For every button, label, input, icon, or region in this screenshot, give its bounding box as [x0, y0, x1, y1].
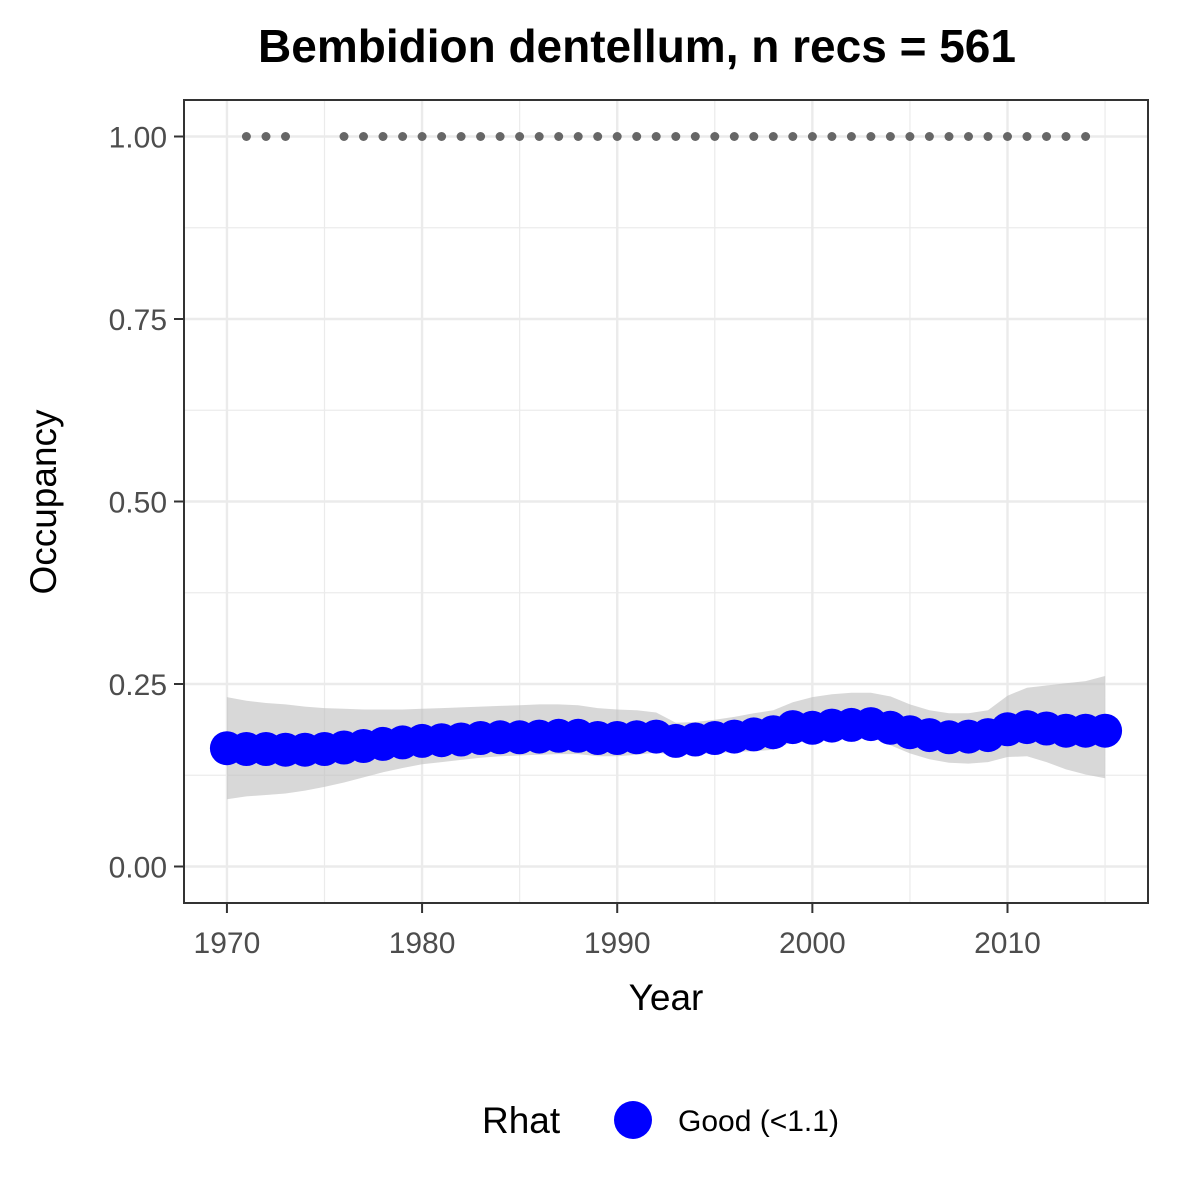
record-dot	[339, 132, 349, 141]
record-dot	[964, 132, 973, 141]
legend: Rhat Good (<1.1)	[482, 1100, 839, 1141]
record-dot	[261, 132, 271, 141]
record-dot	[476, 132, 486, 141]
record-dot	[281, 132, 290, 141]
record-dot	[632, 132, 642, 141]
y-axis-title: Occupancy	[23, 409, 64, 595]
axis-ticks: 1970 1980 1990 2000 2010 0.00 0.25 0.50 0.75 1.00	[109, 122, 1041, 961]
chart-title: Bembidion dentellum, n recs = 561	[258, 20, 1016, 72]
record-dot	[554, 132, 564, 141]
record-dot	[437, 132, 447, 141]
record-dot	[905, 132, 915, 141]
record-dot	[378, 132, 388, 141]
record-dot	[359, 132, 368, 141]
y-tick-label: 0.00	[109, 852, 167, 885]
record-dot	[398, 132, 408, 141]
record-dot	[1042, 132, 1051, 141]
x-tick-label: 2000	[779, 927, 846, 960]
record-dot	[846, 132, 856, 141]
y-tick-label: 0.75	[109, 304, 167, 337]
x-axis-title: Year	[629, 977, 704, 1018]
record-dot	[534, 132, 544, 141]
record-dot	[573, 132, 583, 141]
record-dot	[690, 132, 700, 141]
record-dot	[983, 132, 993, 141]
record-dot	[671, 132, 681, 141]
x-tick-label: 2010	[974, 927, 1041, 960]
x-tick-label: 1980	[389, 927, 456, 960]
record-dot	[241, 132, 251, 141]
record-dot	[788, 132, 798, 141]
legend-title: Rhat	[482, 1100, 561, 1141]
record-dot	[749, 132, 759, 141]
occupancy-points-layer	[209, 707, 1123, 767]
record-dot	[1022, 132, 1032, 141]
record-dot	[710, 132, 720, 141]
record-dot	[1003, 132, 1012, 141]
y-tick-label: 0.50	[109, 487, 167, 520]
x-tick-label: 1990	[584, 927, 651, 960]
record-dot	[827, 132, 837, 141]
record-dot	[515, 132, 525, 141]
record-dot	[1061, 132, 1071, 141]
record-dot	[456, 132, 466, 141]
record-dot	[944, 132, 954, 141]
record-dot	[651, 132, 661, 141]
occupancy-point	[1088, 713, 1123, 748]
x-tick-label: 1970	[194, 927, 261, 960]
record-dot	[495, 132, 505, 141]
legend-swatch	[614, 1101, 652, 1139]
record-dot	[593, 132, 603, 141]
record-dot	[729, 132, 739, 141]
record-dot	[768, 132, 778, 141]
y-tick-label: 1.00	[109, 122, 167, 155]
record-dot	[1081, 132, 1091, 141]
record-dot	[924, 132, 934, 141]
y-tick-label: 0.25	[109, 669, 167, 702]
record-dot	[612, 132, 622, 141]
record-dots-layer	[241, 132, 1091, 141]
record-dot	[417, 132, 427, 141]
legend-label: Good (<1.1)	[678, 1105, 839, 1138]
record-dot	[885, 132, 895, 141]
record-dot	[866, 132, 876, 141]
record-dot	[807, 132, 817, 141]
